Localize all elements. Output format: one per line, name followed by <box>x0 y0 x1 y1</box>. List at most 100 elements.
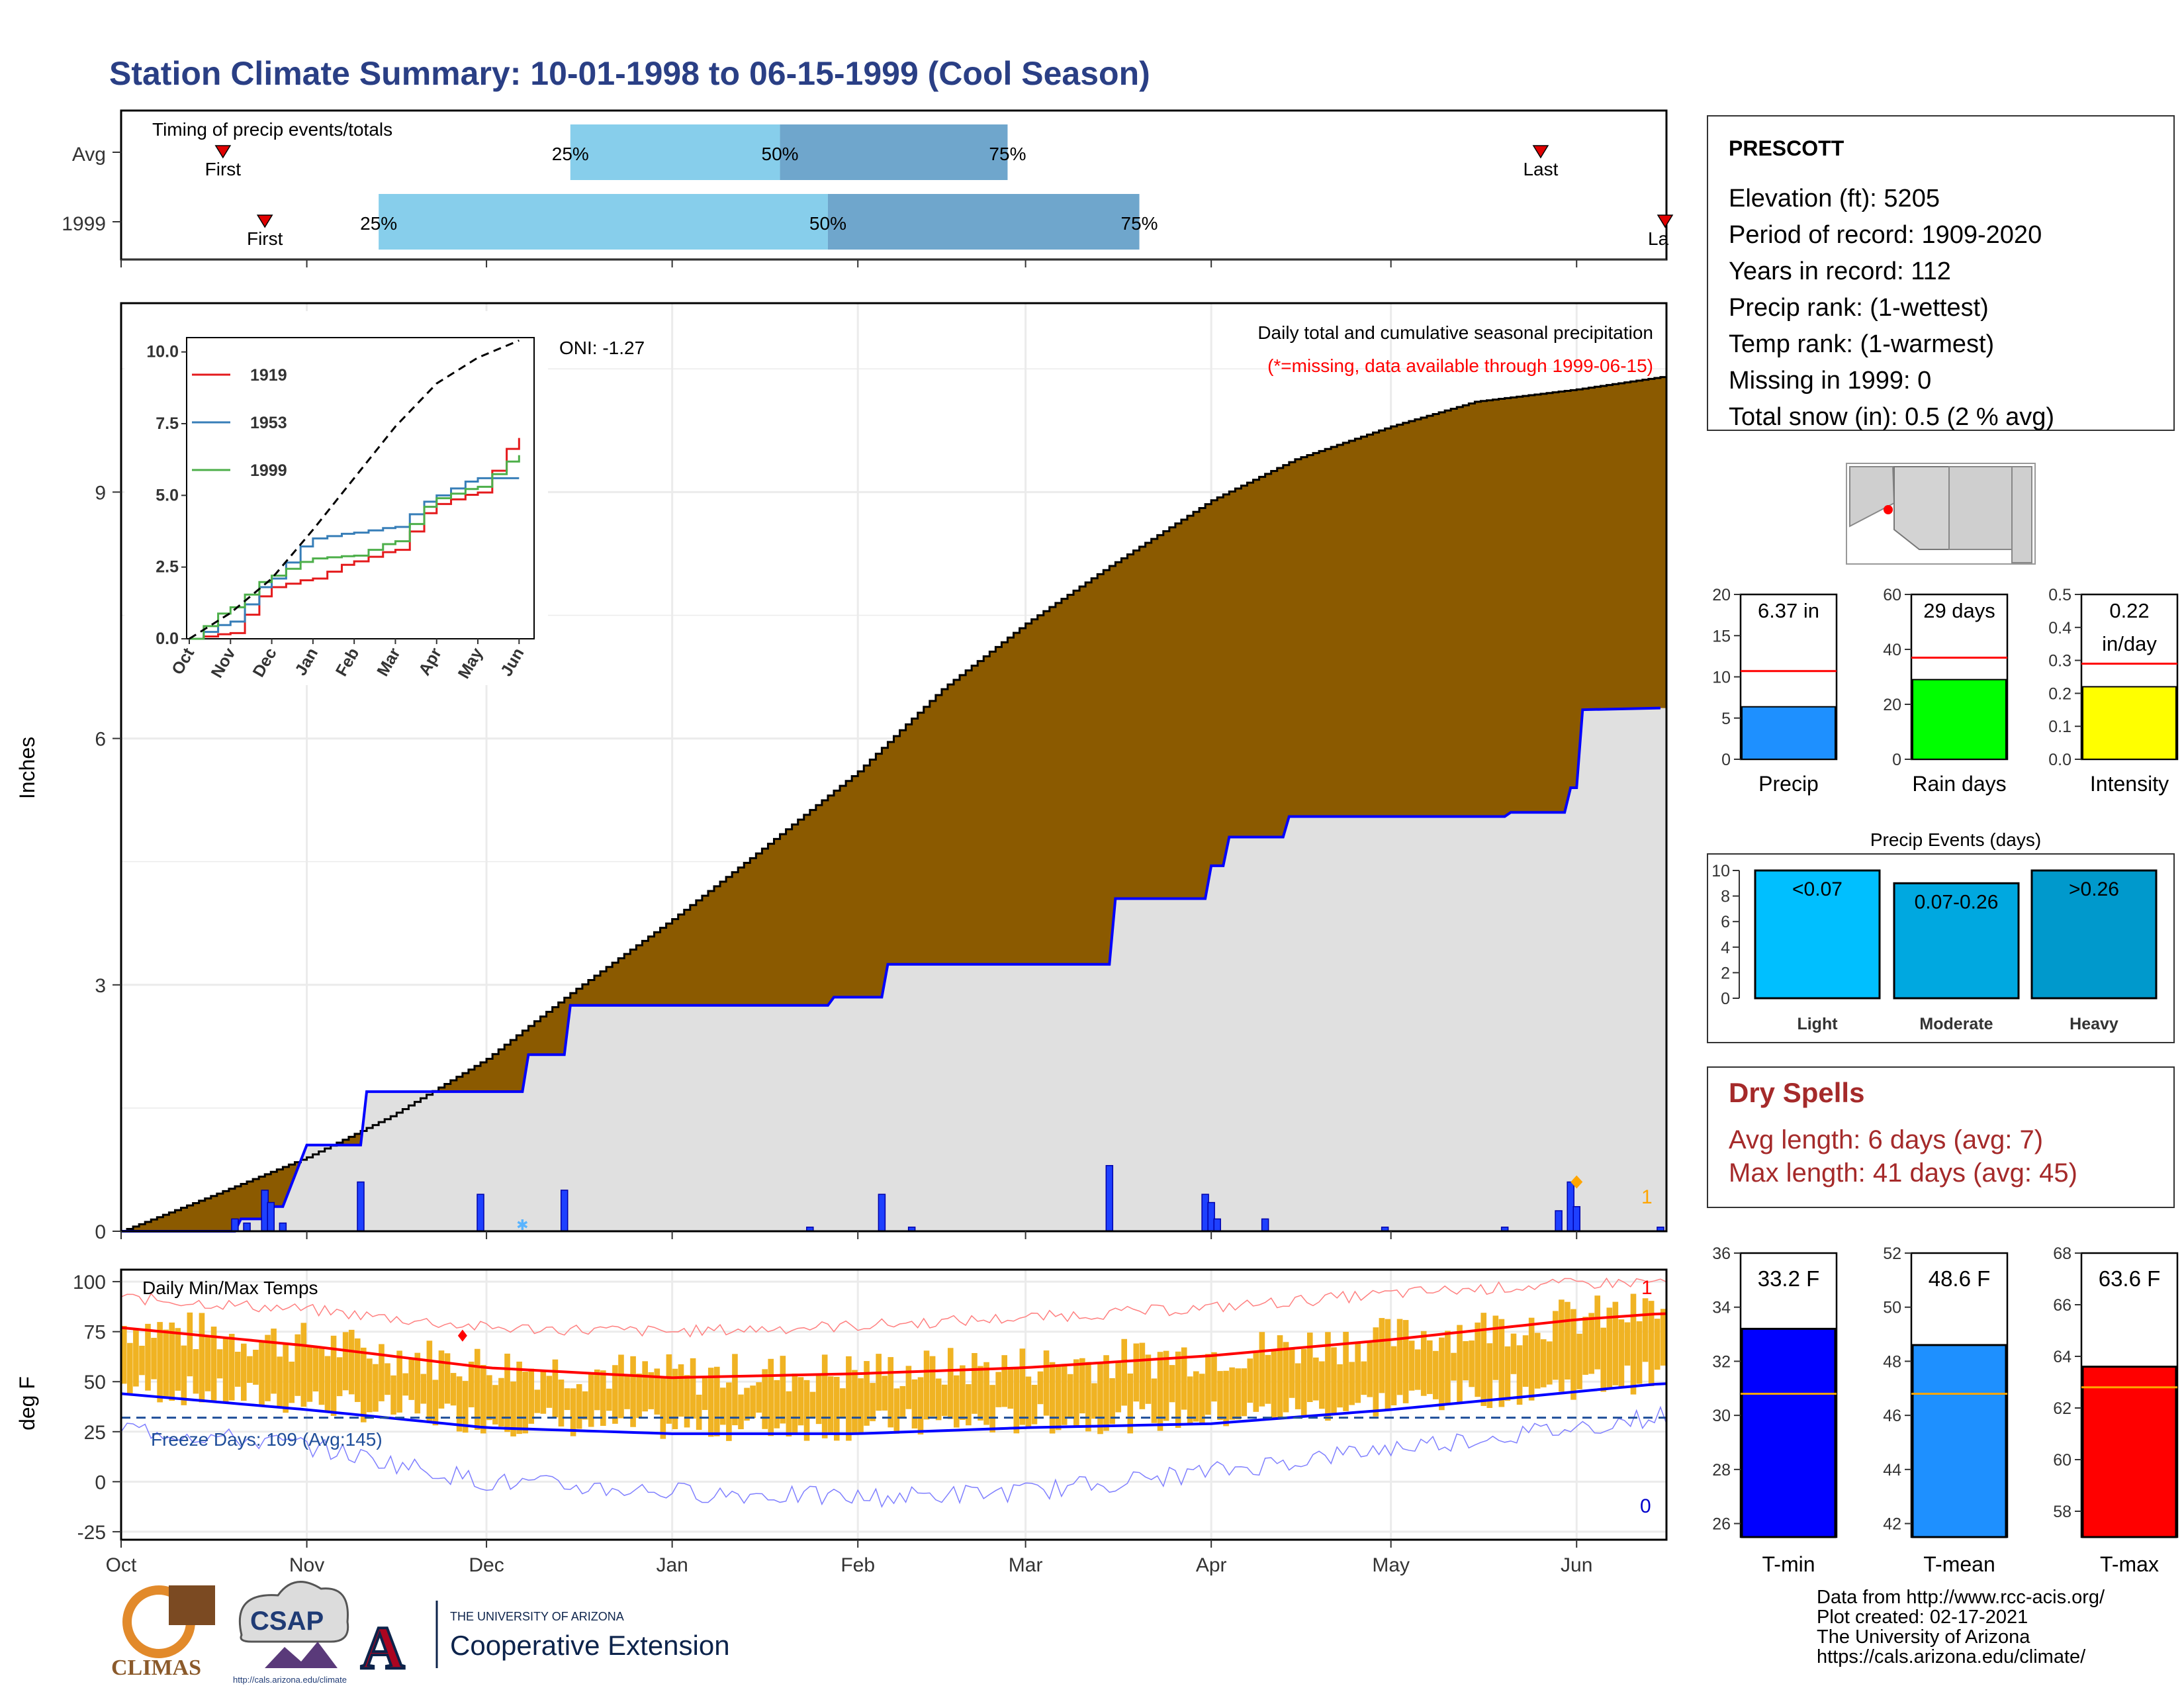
dry-spells-max: Max length: 41 days (avg: 45) <box>1729 1158 2077 1188</box>
daily-temp-bar <box>426 1340 433 1421</box>
event-bar-moderate <box>1893 882 2020 1000</box>
inset-series-line-1999 <box>189 455 520 640</box>
daily-temp-bar <box>774 1380 780 1429</box>
event-bar-bin-label: 0.07-0.26 <box>1915 891 1999 913</box>
obs-cumulative-line <box>121 706 1661 1233</box>
daily-temp-bar <box>1319 1361 1325 1409</box>
summary-bar-tick-label: 15 <box>1712 627 1731 645</box>
daily-temp-bar <box>1037 1371 1044 1405</box>
daily-temp-bar <box>1247 1358 1253 1403</box>
daily-temp-bar <box>228 1333 235 1401</box>
daily-temp-bar <box>744 1387 750 1421</box>
dry-spells-title: Dry Spells <box>1729 1077 1864 1108</box>
daily-temp-bar <box>564 1388 570 1411</box>
timing-first-marker <box>214 145 232 159</box>
events-y-tick-label: 4 <box>1721 939 1730 957</box>
daily-temp-bar <box>1175 1351 1181 1429</box>
daily-temp-bar <box>373 1364 379 1412</box>
station-info-line: Total snow (in): 0.5 (2 % avg) <box>1729 403 2054 431</box>
station-info-line: Elevation (ft): 5205 <box>1729 185 1940 212</box>
daily-temp-bar <box>780 1356 786 1424</box>
daily-temp-bar <box>1127 1373 1134 1434</box>
daily-temp-bar <box>1480 1313 1487 1406</box>
climas-logo-block <box>169 1585 215 1625</box>
daily-temp-bar <box>1187 1376 1193 1425</box>
daily-temp-bar <box>905 1366 912 1409</box>
daily-temp-bar <box>750 1385 756 1419</box>
daily-temp-bar <box>402 1373 408 1396</box>
station-info-box: PRESCOTT Elevation (ft): 5205 Period of r… <box>1707 115 2175 431</box>
daily-temp-bar <box>1510 1333 1517 1374</box>
daily-temp-bar <box>1414 1349 1421 1390</box>
summary-bar-tick-label: 40 <box>1883 641 1901 659</box>
timing-row-avg-label: Avg <box>72 144 106 165</box>
events-y-tick-label: 0 <box>1721 990 1730 1008</box>
daily-temp-bar <box>1325 1332 1331 1421</box>
month-axis-label: Dec <box>469 1554 504 1576</box>
daily-temp-bar <box>966 1384 972 1426</box>
daily-temp-bar <box>1618 1319 1625 1388</box>
map-state-texas <box>2011 466 2032 563</box>
summary-bar-value2-intensity: in/day <box>2102 632 2157 655</box>
footer-credit-line: Data from http://www.rcc-acis.org/ <box>1817 1587 2105 1608</box>
precip-y-tick-label: 6 <box>95 729 106 751</box>
inset-plot-frame <box>186 337 535 639</box>
daily-temp-bar <box>1402 1320 1409 1403</box>
csap-logo: CSAP http://cals.arizona.edu/climate <box>233 1581 349 1685</box>
daily-temp-bar <box>887 1357 894 1428</box>
temp-bar-tick-label: 62 <box>2053 1399 2071 1418</box>
daily-temp-bar <box>612 1365 618 1424</box>
daily-temp-bar <box>1463 1341 1469 1381</box>
summary-bar-intensity <box>2082 686 2177 760</box>
timing-last-label: Last <box>1523 159 1558 179</box>
station-info-line: Precip rank: (1-wettest) <box>1729 294 1989 322</box>
daily-temp-bar <box>954 1375 960 1428</box>
daily-temp-bar <box>809 1391 816 1419</box>
temp-bar-tick-label: 48 <box>1883 1352 1901 1371</box>
daily-temp-bar <box>582 1391 588 1420</box>
daily-temp-bar <box>295 1334 301 1396</box>
daily-temp-bar <box>606 1388 612 1411</box>
temp-bar-tmean <box>1911 1344 2007 1538</box>
station-name: PRESCOTT <box>1729 136 1844 160</box>
temp-bar-label-tmax: T-max <box>2100 1552 2159 1576</box>
oni-label: ONI: -1.27 <box>559 338 645 358</box>
daily-temp-bar <box>821 1354 828 1438</box>
daily-temp-bar <box>468 1361 475 1407</box>
daily-temp-bar <box>636 1374 642 1419</box>
daily-temp-bar <box>492 1385 498 1425</box>
daily-temp-bar <box>1576 1333 1582 1389</box>
temp-bar-tick-label: 42 <box>1883 1515 1901 1534</box>
daily-temp-bar <box>1426 1340 1433 1394</box>
csap-mountains <box>265 1642 338 1668</box>
daily-temp-bar <box>361 1347 367 1423</box>
daily-temp-bar <box>169 1322 175 1401</box>
timing-last-marker <box>1532 145 1549 159</box>
daily-temp-bar <box>1451 1352 1457 1381</box>
inset-legend-label: 1919 <box>250 366 287 385</box>
daily-temp-bar <box>594 1369 600 1411</box>
daily-temp-bar <box>858 1378 864 1434</box>
daily-temp-bar <box>1253 1351 1259 1412</box>
daily-temp-bar <box>247 1356 253 1383</box>
daily-temp-bar <box>618 1354 624 1419</box>
daily-temp-bar <box>1229 1367 1235 1420</box>
temp-panel-frame <box>120 1268 1668 1541</box>
month-axis-label: Apr <box>1196 1554 1227 1576</box>
precip-y-tick-label: 0 <box>95 1221 106 1243</box>
summary-bar-tick-label: 0.3 <box>2048 652 2071 671</box>
temp-bar-tmax <box>2081 1366 2177 1538</box>
daily-temp-bar <box>157 1322 163 1403</box>
ua-big-text: Cooperative Extension <box>450 1630 730 1661</box>
daily-temp-bar <box>1600 1327 1607 1392</box>
daily-temp-bar <box>803 1380 810 1441</box>
daily-temp-bar <box>720 1387 726 1425</box>
record-high-line <box>120 1277 1667 1338</box>
summary-bar-tick-label: 0 <box>1892 751 1901 769</box>
daily-temp-bar <box>253 1350 259 1385</box>
missing-count: 1 <box>1641 1186 1653 1208</box>
daily-temp-bar <box>1067 1374 1073 1419</box>
inset-legend-label: 1999 <box>250 461 287 480</box>
daily-temp-bar <box>1486 1343 1493 1408</box>
